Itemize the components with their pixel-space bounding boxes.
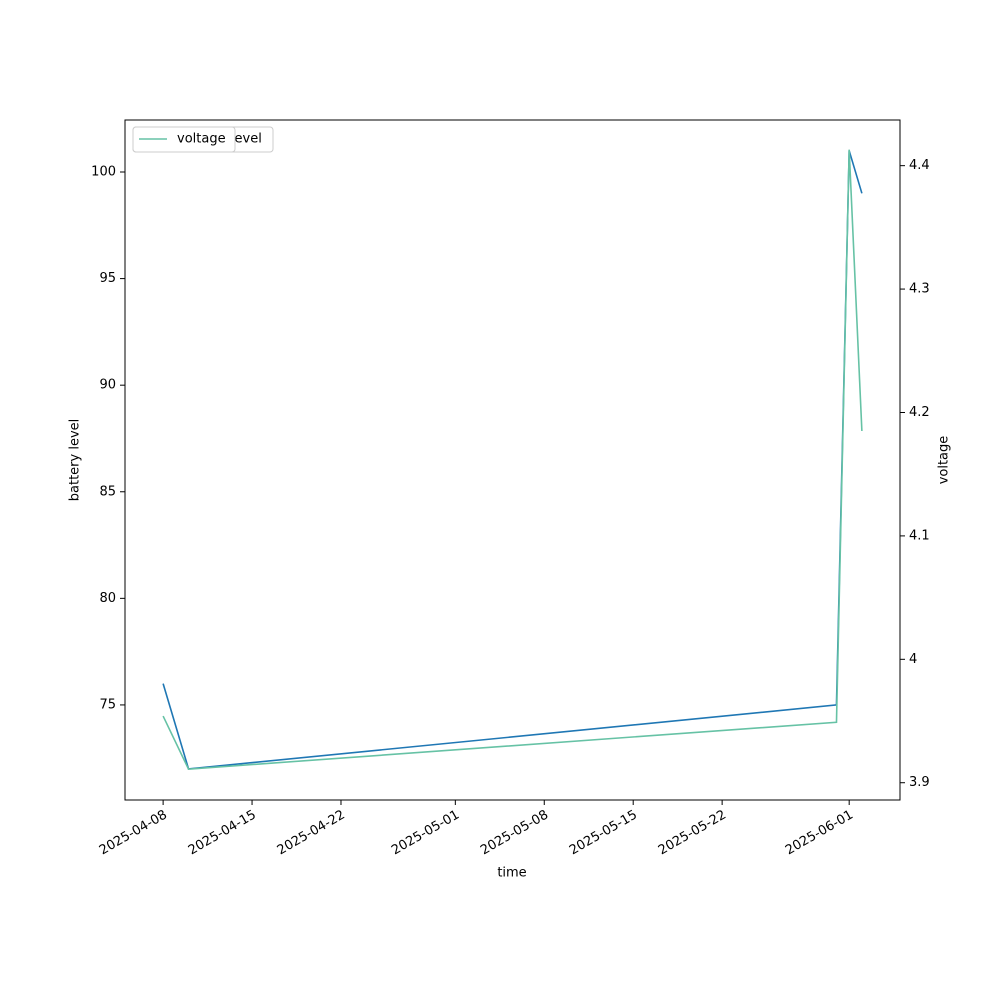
x-axis-label: time [497, 866, 526, 881]
plot-frame [124, 119, 901, 801]
y2-axis-label: voltage [937, 436, 952, 485]
x-tick-label: 2025-04-08 [97, 808, 170, 859]
x-tick-label: 2025-04-22 [275, 808, 348, 859]
y2-tick-label: 4.2 [909, 405, 930, 420]
y-tick-label: 90 [99, 378, 116, 393]
series-line [162, 149, 863, 770]
y2-tick-label: 4.4 [909, 158, 930, 173]
y-tick-label: 75 [99, 697, 116, 712]
y2-tick-label: 4.3 [909, 282, 930, 297]
x-tick-label: 2025-06-01 [783, 808, 856, 859]
y-tick-label: 95 [99, 271, 116, 286]
y2-tick-label: 4.1 [909, 528, 930, 543]
y-tick-label: 100 [91, 165, 116, 180]
y-axis-label: battery level [68, 419, 83, 502]
legend-box [132, 126, 236, 153]
x-tick-label: 2025-05-08 [478, 808, 551, 859]
y-tick-label: 80 [99, 591, 116, 606]
y2-tick-label: 3.9 [909, 775, 930, 790]
legend-label: voltage [177, 132, 226, 147]
series-line [162, 150, 863, 770]
y-tick-label: 85 [99, 484, 116, 499]
y2-tick-label: 4 [909, 652, 917, 667]
x-tick-label: 2025-05-22 [656, 808, 729, 859]
x-tick-label: 2025-05-01 [389, 808, 462, 859]
x-tick-label: 2025-05-15 [567, 808, 640, 859]
x-tick-label: 2025-04-15 [186, 808, 259, 859]
